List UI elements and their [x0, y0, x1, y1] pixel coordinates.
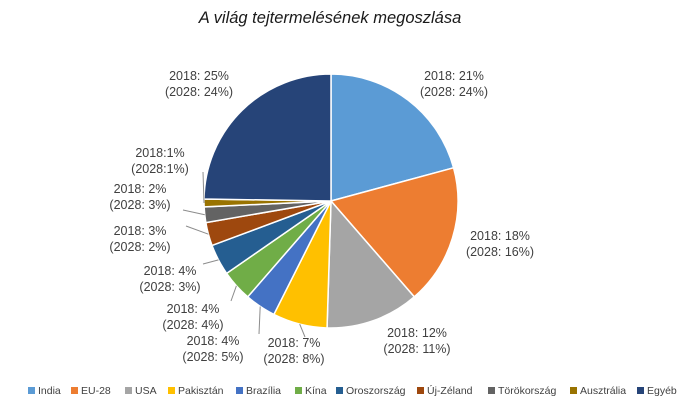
- legend-item-uj-zeland: Új-Zéland: [417, 384, 473, 397]
- data-label-india: 2018: 21% (2028: 24%): [420, 69, 488, 99]
- data-label-brazilia: 2018: 4% (2028: 5%): [182, 334, 243, 364]
- data-label-eu-28: 2018: 18% (2028: 16%): [466, 229, 534, 259]
- legend-item-usa: USA: [125, 385, 157, 397]
- legend-swatch: [570, 387, 577, 394]
- data-label-egyeb: 2018: 25% (2028: 24%): [165, 69, 233, 99]
- legend-label: Oroszország: [346, 385, 406, 397]
- legend-item-kina: Kína: [295, 385, 327, 397]
- data-label-kina: 2018: 4% (2028: 4%): [162, 302, 223, 332]
- pie-slice-usa: [326, 199, 416, 329]
- legend-item-egyeb: Egyéb: [637, 385, 677, 397]
- pie-slice-eu-28: [329, 166, 459, 298]
- data-label-ausztralia: 2018:1% (2028:1%): [131, 146, 189, 176]
- leader-line-kina: [230, 285, 237, 302]
- legend-swatch: [168, 387, 175, 394]
- leader-line-torokorszag: [182, 209, 205, 216]
- legend-label: Új-Zéland: [427, 384, 473, 397]
- legend-label: USA: [135, 385, 157, 397]
- legend-item-pakisztan: Pakisztán: [168, 385, 224, 397]
- pie-slices: [203, 73, 459, 329]
- legend-swatch: [336, 387, 343, 394]
- legend-item-india: India: [28, 385, 61, 397]
- legend-label: Törökország: [498, 385, 557, 397]
- leader-line-ausztralia: [202, 171, 205, 204]
- legend-label: Ausztrália: [580, 385, 626, 397]
- leader-line-oroszorszag: [202, 259, 219, 265]
- legend: India EU-28 USA Pakisztán Brazília Kína Oroszo…: [28, 384, 677, 397]
- chart-title: A világ tejtermelésének megoszlása: [198, 9, 462, 27]
- leader-line-uj-zeland: [185, 225, 209, 235]
- legend-item-ausztralia: Ausztrália: [570, 385, 626, 397]
- legend-swatch: [417, 387, 424, 394]
- legend-label: Brazília: [246, 385, 281, 397]
- legend-swatch: [71, 387, 78, 394]
- data-label-torokorszag: 2018: 2% (2028: 3%): [109, 182, 170, 212]
- legend-label: EU-28: [81, 385, 111, 397]
- data-label-usa: 2018: 12% (2028: 11%): [383, 326, 450, 356]
- legend-label: Kína: [305, 385, 327, 397]
- data-label-oroszorszag: 2018: 4% (2028: 3%): [139, 264, 200, 294]
- leader-lines: [182, 171, 306, 338]
- legend-swatch: [488, 387, 495, 394]
- leader-line-brazilia: [258, 306, 261, 335]
- legend-item-oroszorszag: Oroszország: [336, 385, 406, 397]
- legend-label: Pakisztán: [178, 385, 224, 397]
- legend-item-eu-28: EU-28: [71, 385, 111, 397]
- legend-label: Egyéb: [647, 385, 677, 397]
- legend-label: India: [38, 385, 61, 397]
- pie-slice-india: [330, 73, 455, 202]
- legend-swatch: [28, 387, 35, 394]
- pie-slice-egyeb: [203, 73, 332, 202]
- legend-swatch: [125, 387, 132, 394]
- data-label-pakisztan: 2018: 7% (2028: 8%): [263, 336, 324, 366]
- data-label-uj-zeland: 2018: 3% (2028: 2%): [109, 224, 170, 254]
- leader-line-pakisztan: [299, 323, 306, 338]
- legend-swatch: [637, 387, 644, 394]
- legend-swatch: [295, 387, 302, 394]
- legend-item-brazilia: Brazília: [236, 385, 281, 397]
- legend-item-torokorszag: Törökország: [488, 385, 557, 397]
- legend-swatch: [236, 387, 243, 394]
- data-labels: 2018: 21% (2028: 24%) 2018: 18% (2028: 16%)…: [109, 69, 534, 366]
